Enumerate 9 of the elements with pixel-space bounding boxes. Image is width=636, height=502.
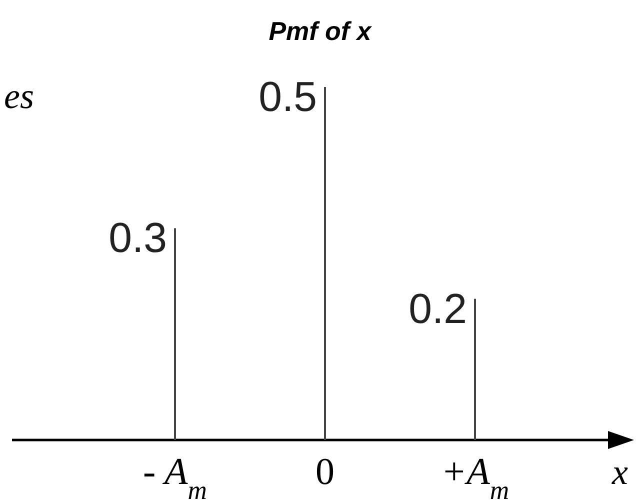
x-tick-label: 0 <box>316 451 334 493</box>
chart-title: Pmf of x <box>268 16 373 46</box>
x-tick-label: - A$_{m}$ <box>143 451 207 502</box>
data-label: 0.2 <box>408 284 467 332</box>
annotation: es <box>4 76 34 116</box>
x-tick-label: +A$_{m}$ <box>440 451 510 502</box>
data-label: 0.3 <box>108 214 167 262</box>
x-axis-title: x <box>611 452 628 492</box>
data-label: 0.5 <box>258 73 317 120</box>
